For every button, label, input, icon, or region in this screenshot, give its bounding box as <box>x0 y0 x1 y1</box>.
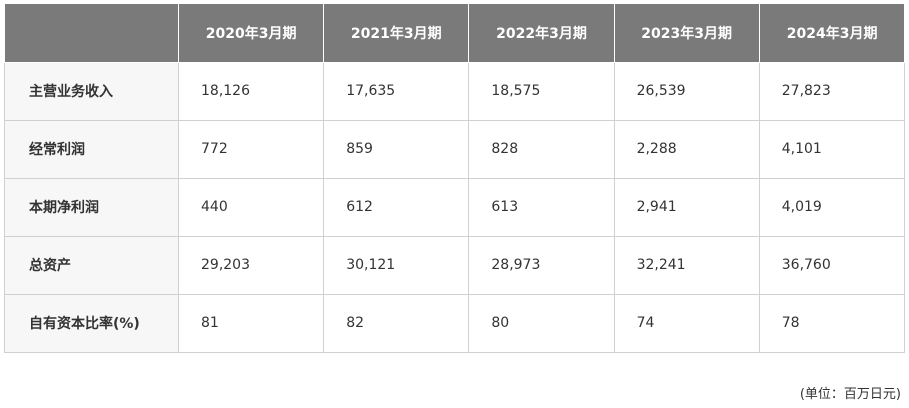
table-cell: 4,101 <box>758 119 905 179</box>
table-cell: 30,121 <box>323 235 470 295</box>
table-cell: 27,823 <box>758 61 905 121</box>
column-header-fy2021: 2021年3月期 <box>323 4 470 63</box>
table-cell: 2,288 <box>613 119 760 179</box>
table-cell: 78 <box>758 293 905 353</box>
column-header-fy2022: 2022年3月期 <box>468 4 615 63</box>
row-header-net-income: 本期净利润 <box>4 177 179 237</box>
table-cell: 29,203 <box>177 235 325 295</box>
table-cell: 81 <box>177 293 325 353</box>
table-cell: 28,973 <box>468 235 615 295</box>
table-row-total-assets: 总资产 29,203 30,121 28,973 32,241 36,760 <box>4 235 905 295</box>
table-cell: 4,019 <box>758 177 905 237</box>
row-header-equity-ratio: 自有资本比率(%) <box>4 293 179 353</box>
table-cell: 82 <box>323 293 470 353</box>
table-cell: 36,760 <box>758 235 905 295</box>
row-header-ordinary-profit: 经常利润 <box>4 119 179 179</box>
column-header-fy2024: 2024年3月期 <box>758 4 905 63</box>
table-cell: 612 <box>323 177 470 237</box>
table-cell: 17,635 <box>323 61 470 121</box>
table-row-equity-ratio: 自有资本比率(%) 81 82 80 74 78 <box>4 293 905 353</box>
column-header-fy2020: 2020年3月期 <box>177 4 325 63</box>
financial-table: 2020年3月期 2021年3月期 2022年3月期 2023年3月期 2024… <box>4 4 905 353</box>
table-cell: 772 <box>177 119 325 179</box>
table-cell: 18,575 <box>468 61 615 121</box>
table-cell: 859 <box>323 119 470 179</box>
table-row-net-income: 本期净利润 440 612 613 2,941 4,019 <box>4 177 905 237</box>
table-cell: 18,126 <box>177 61 325 121</box>
table-row-revenue: 主营业务收入 18,126 17,635 18,575 26,539 27,82… <box>4 61 905 121</box>
table-cell: 2,941 <box>613 177 760 237</box>
header-row: 2020年3月期 2021年3月期 2022年3月期 2023年3月期 2024… <box>4 4 905 63</box>
table-cell: 74 <box>613 293 760 353</box>
row-header-total-assets: 总资产 <box>4 235 179 295</box>
table-cell: 32,241 <box>613 235 760 295</box>
table-cell: 613 <box>468 177 615 237</box>
column-header-fy2023: 2023年3月期 <box>613 4 760 63</box>
header-corner-cell <box>4 4 179 63</box>
table-row-ordinary-profit: 经常利润 772 859 828 2,288 4,101 <box>4 119 905 179</box>
table-cell: 26,539 <box>613 61 760 121</box>
row-header-revenue: 主营业务收入 <box>4 61 179 121</box>
table-cell: 440 <box>177 177 325 237</box>
table-cell: 828 <box>468 119 615 179</box>
unit-note: (单位：百万日元) <box>799 387 901 402</box>
table-cell: 80 <box>468 293 615 353</box>
